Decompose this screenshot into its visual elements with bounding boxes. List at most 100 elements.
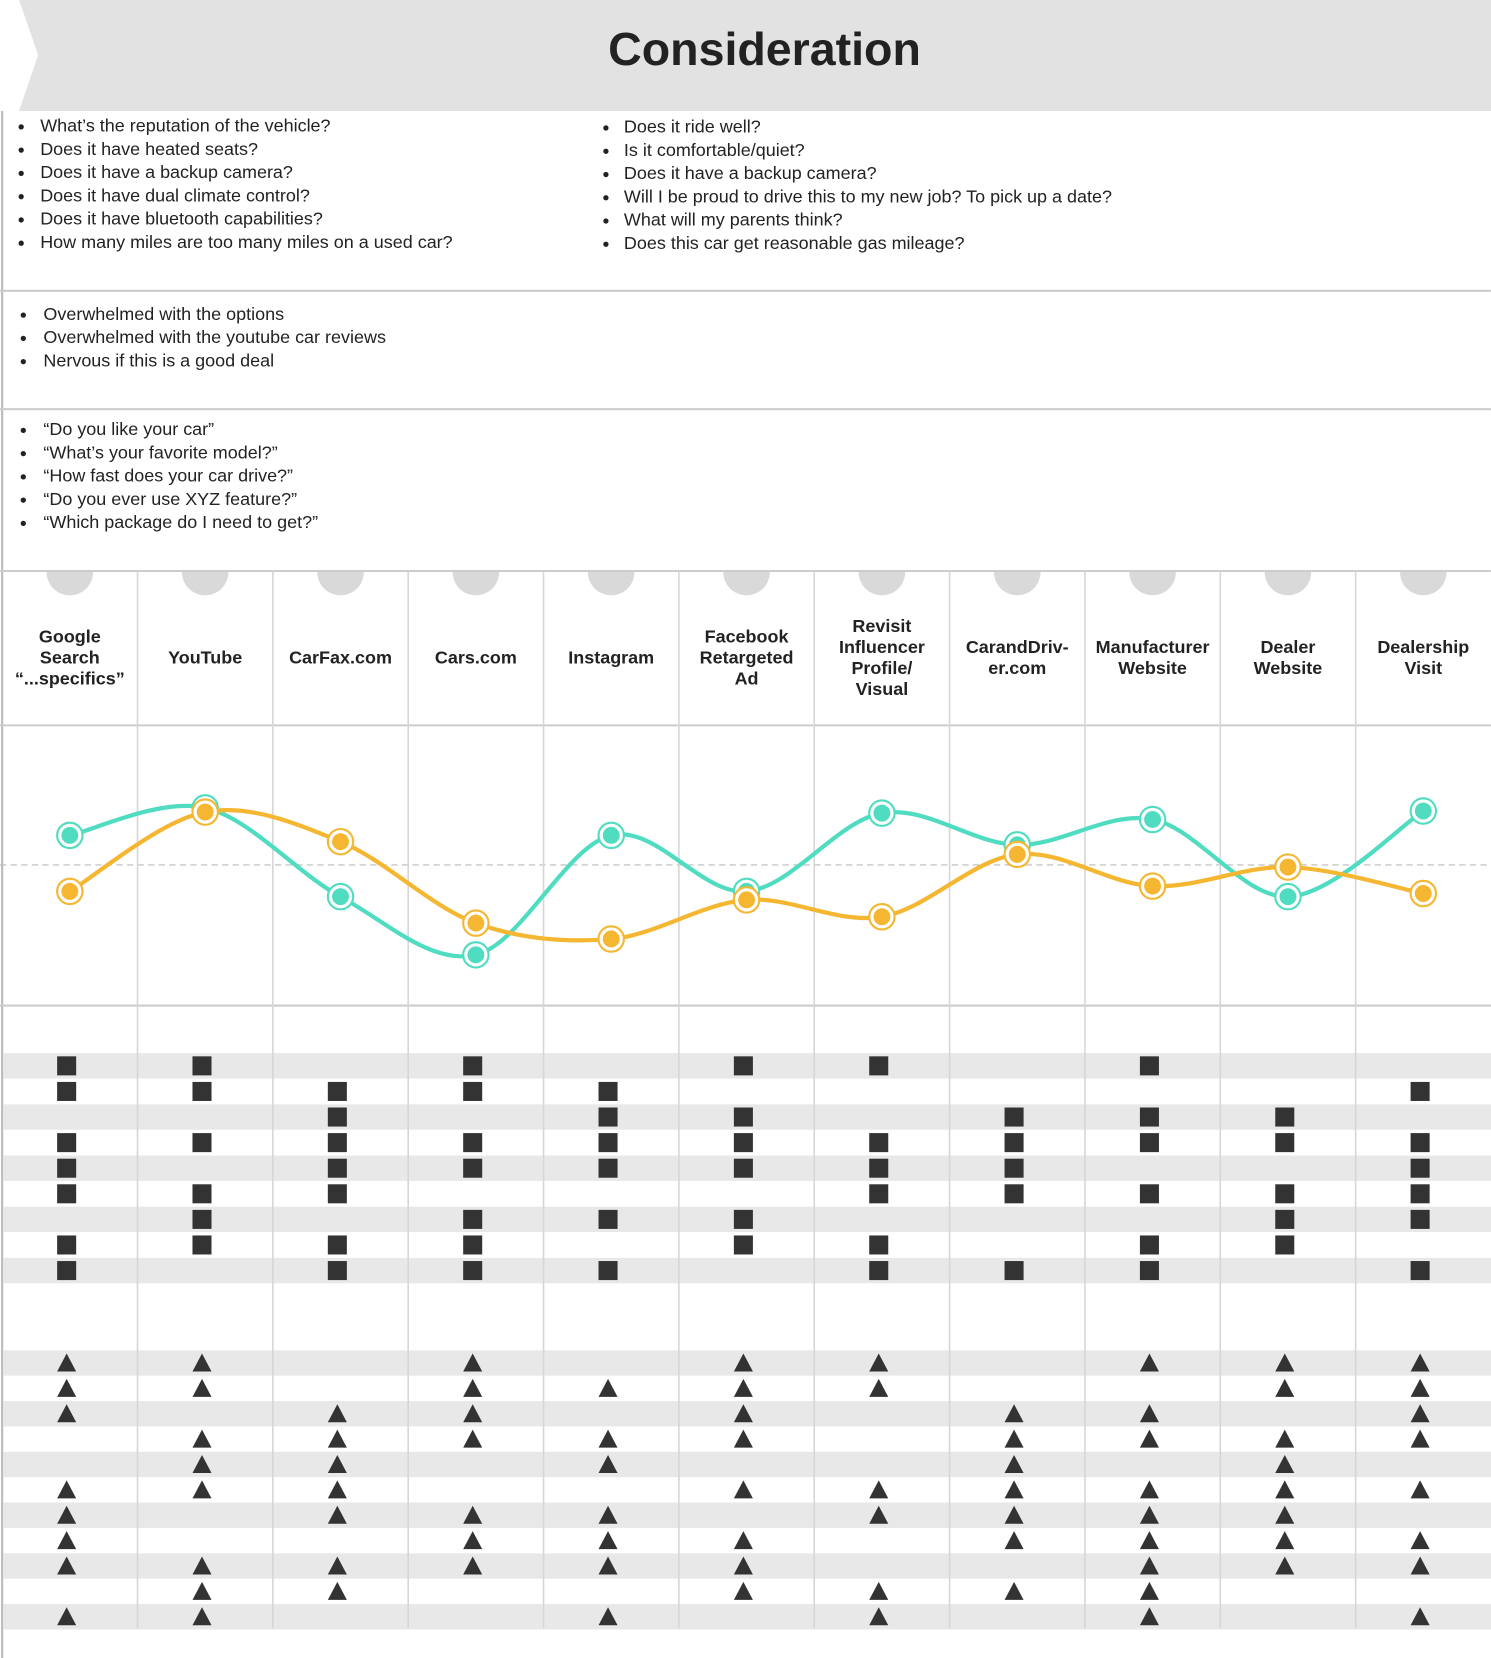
bullet-text: Will I be proud to drive this to my new …: [624, 186, 1112, 206]
header-band: [0, 0, 1491, 112]
square-marker: [1275, 1184, 1295, 1204]
row-band: [3, 1257, 1491, 1284]
square-marker: [598, 1081, 618, 1101]
triangle-marker: [463, 1505, 483, 1524]
emotion-point: [61, 826, 79, 844]
bullet: [18, 147, 24, 153]
square-marker: [1139, 1056, 1159, 1076]
square-marker: [1004, 1184, 1024, 1204]
triangle-marker: [1139, 1353, 1159, 1372]
bullet: [603, 241, 609, 247]
bullet-text: “Do you ever use XYZ feature?”: [43, 489, 297, 509]
channel-label: Revisit: [852, 616, 911, 636]
emotion-point: [467, 914, 485, 932]
triangle-marker: [598, 1378, 618, 1397]
square-marker: [733, 1056, 753, 1076]
triangle-marker: [192, 1581, 212, 1600]
chevron: [0, 0, 39, 112]
channel-label: Search: [40, 648, 100, 668]
channel-label: Profile/: [851, 658, 912, 678]
square-marker: [598, 1133, 618, 1153]
emotion-point: [873, 908, 891, 926]
bullet-text: What’s the reputation of the vehicle?: [40, 116, 330, 136]
channel-label: Website: [1118, 658, 1187, 678]
channel-label: Dealership: [1377, 637, 1469, 657]
emotion-point: [332, 833, 349, 851]
square-marker: [733, 1235, 753, 1255]
triangle-marker: [1275, 1505, 1295, 1524]
square-marker: [463, 1158, 483, 1178]
channel-label: “...specifics”: [15, 669, 125, 689]
emotion-point: [467, 946, 485, 964]
square-marker: [733, 1133, 753, 1153]
square-marker: [733, 1107, 753, 1127]
bullet: [603, 218, 609, 224]
square-marker: [463, 1209, 483, 1229]
column-tab: [1264, 572, 1312, 596]
row-band: [3, 1451, 1491, 1478]
triangle-marker: [192, 1378, 212, 1397]
bullet-text: Does it ride well?: [624, 117, 761, 137]
square-marker: [733, 1158, 753, 1178]
triangle-marker: [1004, 1581, 1024, 1600]
square-marker: [192, 1056, 212, 1076]
bullet-text: Overwhelmed with the options: [43, 304, 284, 324]
bullet-text: “What’s your favorite model?”: [43, 442, 277, 462]
triangle-marker: [463, 1556, 483, 1575]
channel-label: Manufacturer: [1096, 637, 1210, 657]
bullet-text: Does it have heated seats?: [40, 139, 258, 159]
square-marker: [1139, 1235, 1159, 1255]
square-marker: [869, 1158, 889, 1178]
triangle-marker: [1410, 1378, 1430, 1397]
bullet: [18, 194, 24, 200]
square-marker: [733, 1209, 753, 1229]
bullet-text: Does this car get reasonable gas mileage…: [624, 233, 965, 253]
bullet: [18, 170, 24, 177]
column-tab: [452, 572, 500, 596]
square-marker: [598, 1107, 618, 1127]
bullet: [18, 240, 24, 246]
square-marker: [1275, 1107, 1295, 1127]
emotion-point: [738, 891, 756, 909]
bullet: [20, 450, 26, 457]
triangle-marker: [869, 1378, 889, 1397]
square-marker: [1275, 1209, 1295, 1229]
emotion-point: [61, 882, 79, 900]
emotion-point: [1008, 845, 1026, 863]
square-marker: [869, 1056, 889, 1076]
triangle-marker: [598, 1429, 618, 1448]
bullet: [603, 195, 609, 201]
triangle-marker: [327, 1505, 347, 1524]
square-marker: [1139, 1184, 1159, 1204]
square-marker: [869, 1261, 889, 1281]
square-marker: [192, 1133, 212, 1153]
emotion-point: [1414, 802, 1432, 820]
emotion-point: [1144, 877, 1162, 895]
square-marker: [1275, 1235, 1295, 1255]
triangle-marker: [463, 1429, 483, 1448]
triangle-marker: [733, 1480, 753, 1499]
bullet-text: Does it have a backup camera?: [40, 162, 293, 182]
triangle-marker: [192, 1429, 212, 1448]
channel-label: Influencer: [839, 637, 925, 657]
square-marker: [1004, 1261, 1024, 1281]
triangle-marker: [463, 1378, 483, 1397]
emotion-point: [332, 888, 349, 906]
triangle-marker: [598, 1454, 618, 1473]
square-marker: [598, 1209, 618, 1229]
triangle-marker: [192, 1556, 212, 1575]
square-marker: [463, 1235, 483, 1255]
square-marker: [1410, 1184, 1430, 1204]
bullet-text: Overwhelmed with the youtube car reviews: [43, 327, 386, 347]
channel-label: Cars.com: [435, 648, 517, 668]
triangle-marker: [733, 1429, 753, 1448]
channel-label: Website: [1254, 658, 1323, 678]
bullet: [20, 520, 26, 527]
channel-label: CarandDriv-: [966, 637, 1069, 657]
column-tab: [723, 572, 770, 596]
triangle-marker: [1410, 1429, 1430, 1448]
column-tab: [181, 572, 229, 596]
triangle-marker: [1004, 1454, 1024, 1473]
triangle-marker: [57, 1404, 77, 1423]
